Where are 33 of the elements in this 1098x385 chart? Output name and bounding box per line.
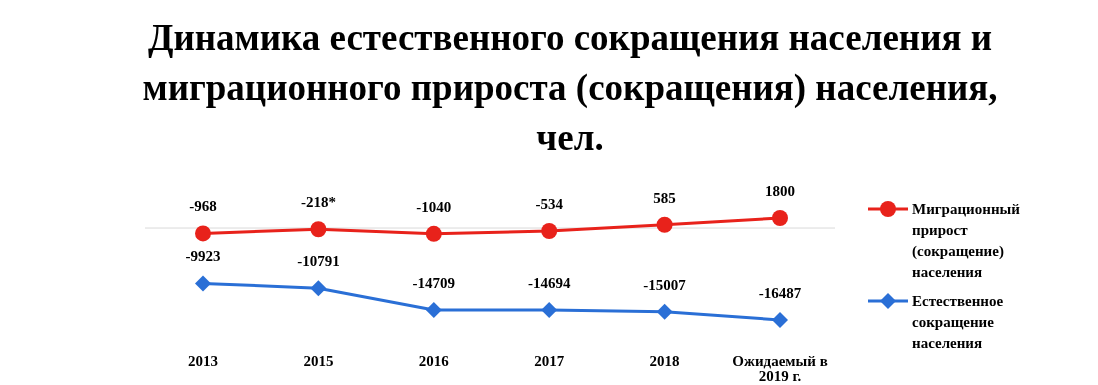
x-tick-label: 2015 [303,353,334,369]
point [310,221,327,238]
x-tick-label: 2017 [534,353,565,369]
data-label: -9923 [185,248,221,265]
point [195,225,211,242]
legend-label: Естественное сокращение населения [912,293,1004,351]
data-label: -16487 [758,285,802,301]
chart-title: Динамика естественного сокращения населения и миграционного прироста (сокращения) населения, чел. [142,17,998,158]
data-label: -14694 [527,275,571,291]
point [541,302,558,318]
point [541,223,558,240]
data-label: -14709 [412,275,456,292]
point [772,210,788,226]
x-tick-label: 2016 [418,353,450,369]
data-label: -534 [535,196,564,213]
data-label: 585 [653,189,676,206]
point [310,280,327,297]
x-tick-label: Ожидаемый в 2019 г. [732,353,828,384]
legend-label: Миграционный прирост (сокращение) населения [912,201,1021,280]
data-label: -15007 [643,276,687,293]
data-label: 1800 [765,183,795,199]
point [425,302,442,319]
data-label: -218* [300,194,336,211]
point [772,312,788,328]
point [425,225,442,242]
x-tick-label: 2018 [649,353,680,369]
x-tick-label: 2013 [188,353,218,369]
point [656,303,673,320]
data-label: -968 [189,198,217,215]
data-label: -1040 [416,198,452,215]
data-label: -10791 [297,253,340,270]
point [656,216,673,233]
point [195,275,211,292]
